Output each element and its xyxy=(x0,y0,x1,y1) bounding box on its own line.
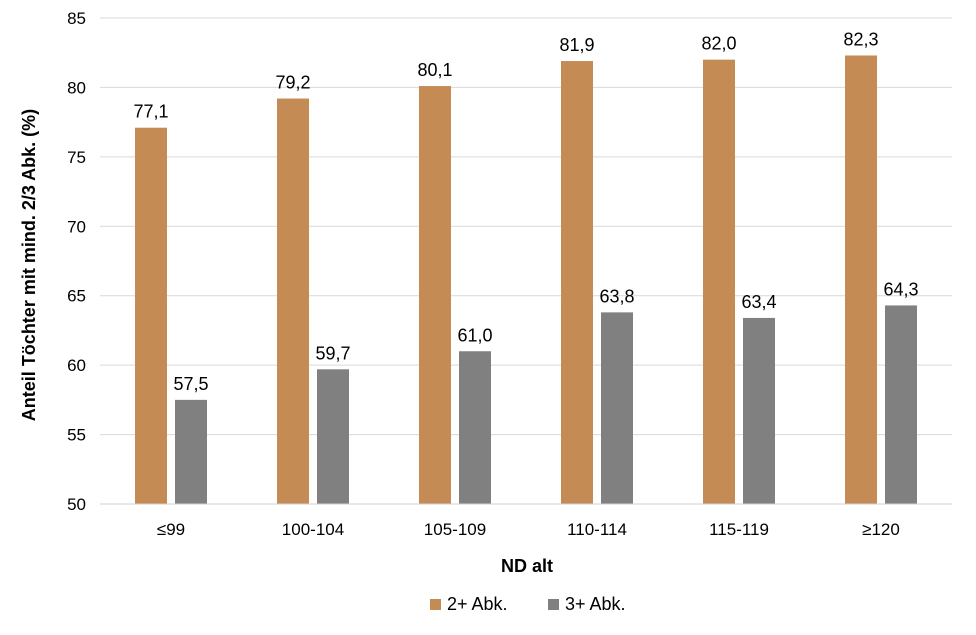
bars xyxy=(135,55,917,505)
x-tick-label: 110-114 xyxy=(567,520,627,539)
bar-3plus xyxy=(317,369,349,504)
data-label-2plus: 82,3 xyxy=(843,29,878,49)
data-label-3plus: 57,5 xyxy=(173,374,208,394)
bar-2plus xyxy=(845,55,877,505)
data-label-2plus: 82,0 xyxy=(701,34,736,54)
y-tick-label: 65 xyxy=(67,287,86,306)
y-tick-label: 55 xyxy=(67,426,86,445)
bar-3plus xyxy=(885,305,917,504)
data-label-3plus: 61,0 xyxy=(457,325,492,345)
bar-2plus xyxy=(135,127,167,504)
bar-2plus xyxy=(561,61,593,504)
y-tick-label: 85 xyxy=(67,9,86,28)
bar-3plus xyxy=(743,317,775,504)
data-label-2plus: 80,1 xyxy=(417,60,452,80)
x-tick-label: 115-119 xyxy=(709,520,769,539)
data-label-3plus: 63,8 xyxy=(599,286,634,306)
data-label-3plus: 63,4 xyxy=(741,292,776,312)
y-axis-ticks: 50 55 60 65 70 75 80 85 xyxy=(67,9,86,514)
bar-3plus xyxy=(601,312,633,504)
bar-2plus xyxy=(277,98,309,504)
y-tick-label: 75 xyxy=(67,148,86,167)
bar-2plus xyxy=(419,86,451,504)
y-tick-label: 80 xyxy=(67,78,86,97)
data-label-3plus: 59,7 xyxy=(315,343,350,363)
y-tick-label: 60 xyxy=(67,356,86,375)
data-labels: 77,1 57,5 79,2 59,7 80,1 61,0 81,9 63,8 82,0 63,4… xyxy=(133,29,918,393)
gridlines xyxy=(100,17,952,436)
legend: 2+ Abk. 3+ Abk. xyxy=(430,594,626,614)
legend-label-3plus: 3+ Abk. xyxy=(565,594,626,614)
x-tick-label: 105-109 xyxy=(424,520,486,539)
bar-3plus xyxy=(175,399,207,504)
bar-3plus xyxy=(459,351,491,504)
x-axis-title: ND alt xyxy=(501,556,553,576)
x-axis-ticks: ≤99 100-104 105-109 110-114 115-119 ≥120 xyxy=(157,520,900,539)
data-label-2plus: 79,2 xyxy=(275,73,310,93)
bar-2plus xyxy=(703,59,735,505)
data-label-2plus: 77,1 xyxy=(133,102,168,122)
x-tick-label: ≥120 xyxy=(862,520,900,539)
y-axis-title: Anteil Töchter mit mind. 2/3 Abk. (%) xyxy=(19,109,39,421)
y-tick-label: 50 xyxy=(67,495,86,514)
data-label-3plus: 64,3 xyxy=(883,279,918,299)
legend-label-2plus: 2+ Abk. xyxy=(447,594,508,614)
x-tick-label: 100-104 xyxy=(282,520,344,539)
x-tick-label: ≤99 xyxy=(157,520,185,539)
legend-swatch-2plus xyxy=(430,599,441,610)
y-tick-label: 70 xyxy=(67,217,86,236)
data-label-2plus: 81,9 xyxy=(559,35,594,55)
legend-swatch-3plus xyxy=(548,599,559,610)
